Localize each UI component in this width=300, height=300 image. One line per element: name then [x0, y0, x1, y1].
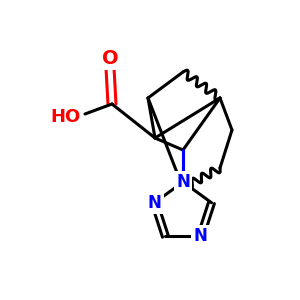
Text: O: O	[102, 49, 118, 68]
Text: HO: HO	[50, 108, 80, 126]
Text: N: N	[176, 173, 190, 191]
Text: N: N	[194, 227, 208, 245]
Text: N: N	[148, 194, 161, 212]
